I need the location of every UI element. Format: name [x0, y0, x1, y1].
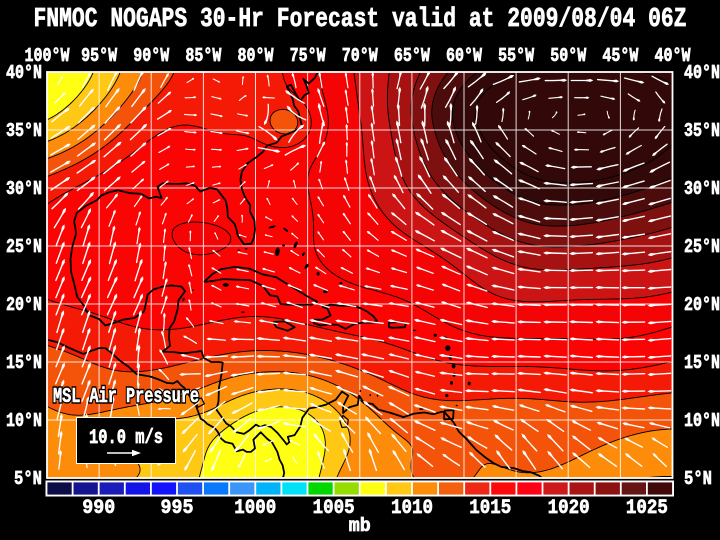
- svg-text:45°W: 45°W: [602, 45, 638, 67]
- svg-text:1005: 1005: [313, 497, 355, 520]
- svg-text:10°N: 10°N: [6, 410, 42, 432]
- svg-text:85°W: 85°W: [185, 45, 221, 67]
- svg-text:40°N: 40°N: [684, 62, 720, 84]
- svg-text:25°N: 25°N: [684, 236, 720, 258]
- svg-text:MSL Air Pressure: MSL Air Pressure: [53, 386, 199, 409]
- svg-text:80°W: 80°W: [238, 45, 274, 67]
- svg-text:1000: 1000: [234, 497, 276, 520]
- svg-text:1015: 1015: [469, 497, 511, 520]
- svg-text:5°N: 5°N: [684, 468, 712, 490]
- svg-text:40°W: 40°W: [655, 45, 691, 67]
- svg-text:MSL Air Pressure: MSL Air Pressure: [53, 386, 199, 409]
- svg-text:10.0 m/s: 10.0 m/s: [89, 427, 163, 450]
- svg-text:35°N: 35°N: [684, 120, 720, 142]
- svg-text:FNMOC NOGAPS 30-Hr Forecast va: FNMOC NOGAPS 30-Hr Forecast valid at 200…: [34, 5, 687, 35]
- svg-text:40°N: 40°N: [6, 62, 42, 84]
- svg-text:1010: 1010: [391, 497, 433, 520]
- svg-text:90°W: 90°W: [133, 45, 169, 67]
- svg-text:95°W: 95°W: [81, 45, 117, 67]
- svg-text:55°W: 55°W: [498, 45, 534, 67]
- svg-text:15°N: 15°N: [6, 352, 42, 374]
- svg-text:35°N: 35°N: [6, 120, 42, 142]
- svg-text:5°N: 5°N: [14, 468, 42, 490]
- svg-text:30°N: 30°N: [6, 178, 42, 200]
- svg-text:1025: 1025: [626, 497, 668, 520]
- svg-text:100°W: 100°W: [25, 45, 70, 67]
- svg-text:25°N: 25°N: [6, 236, 42, 258]
- svg-text:990: 990: [82, 497, 115, 520]
- svg-text:15°N: 15°N: [684, 352, 720, 374]
- svg-text:75°W: 75°W: [290, 45, 326, 67]
- svg-text:30°N: 30°N: [684, 178, 720, 200]
- svg-text:mb: mb: [349, 515, 371, 537]
- svg-text:60°W: 60°W: [446, 45, 482, 67]
- svg-text:1020: 1020: [548, 497, 590, 520]
- svg-text:65°W: 65°W: [394, 45, 430, 67]
- svg-text:70°W: 70°W: [342, 45, 378, 67]
- svg-text:10°N: 10°N: [684, 410, 720, 432]
- svg-text:50°W: 50°W: [550, 45, 586, 67]
- svg-text:995: 995: [161, 497, 194, 520]
- svg-text:20°N: 20°N: [6, 294, 42, 316]
- svg-text:20°N: 20°N: [684, 294, 720, 316]
